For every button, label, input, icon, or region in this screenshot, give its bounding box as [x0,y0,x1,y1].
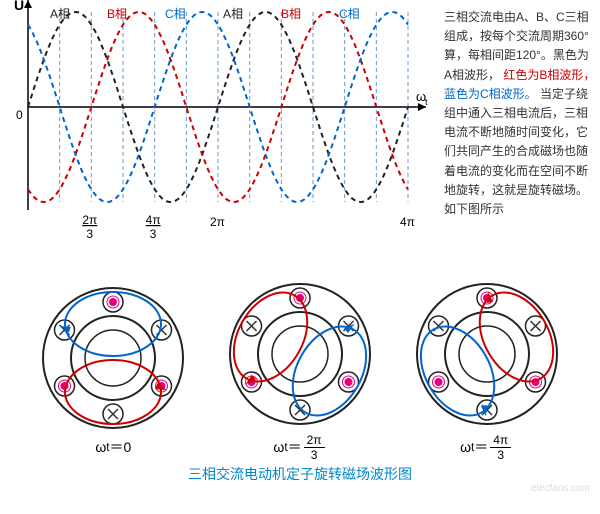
desc-red: 红色为B相波形， [503,68,595,82]
desc-blue: 蓝色为C相波形。 [444,87,537,101]
description-text: 三相交流电由A、B、C三相组成，按每个交流周期360°算，每相间距120°。黑色… [440,0,600,280]
desc-part2: 当定子绕组中通入三相电流后，三相电流不断地随时间变化，它们共同产生的合成磁场也随… [444,87,588,216]
motor-label-2: ω t ＝ 4π3 [460,433,513,462]
sine-wave-chart: Uωt0A相B相C相A相B相C相2π34π32π4π [0,0,440,280]
motors-row: ω t ＝0 ω t ＝ 2π3 ω t ＝ [0,280,600,460]
motor-label-0: ω t ＝0 [95,437,131,457]
svg-text:4π: 4π [146,213,161,227]
svg-text:t: t [425,97,428,107]
svg-text:4π: 4π [400,215,415,229]
svg-text:3: 3 [150,227,157,241]
svg-text:C相: C相 [339,7,360,21]
svg-text:3: 3 [86,227,93,241]
svg-text:2π: 2π [82,213,97,227]
motor-label-1: ω t ＝ 2π3 [273,433,326,462]
motor-state-1: ω t ＝ 2π3 [220,279,380,462]
svg-text:A相: A相 [50,7,70,21]
motor-state-0: ω t ＝0 [33,283,193,457]
svg-text:B相: B相 [281,7,301,21]
svg-text:C相: C相 [165,7,186,21]
caption: 三相交流电动机定子旋转磁场波形图 [0,460,600,488]
svg-text:2π: 2π [210,215,225,229]
svg-text:A相: A相 [223,7,243,21]
svg-text:B相: B相 [107,7,127,21]
watermark: elecfans.com [531,483,590,494]
svg-text:U: U [14,0,24,13]
svg-text:0: 0 [16,108,23,122]
motor-state-2: ω t ＝ 4π3 [407,279,567,462]
